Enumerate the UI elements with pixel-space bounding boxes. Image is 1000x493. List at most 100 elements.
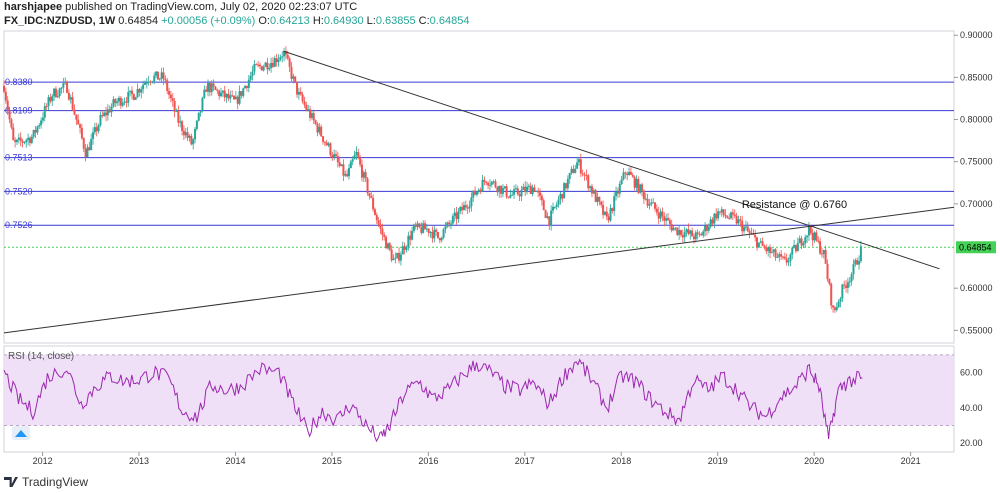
candle-body [665, 218, 668, 221]
candle-body [611, 208, 614, 212]
symbol-line: FX_IDC:NZDUSD, 1W 0.64854 +0.00056 (+0.0… [4, 15, 469, 27]
candle-body [416, 223, 419, 227]
candle-body [735, 215, 738, 224]
candle-body [427, 228, 430, 233]
candle-body [329, 143, 332, 156]
candle-body [69, 97, 72, 100]
candle-body [238, 91, 241, 104]
candle-body [468, 206, 471, 209]
candle-body [590, 186, 593, 194]
candle-body [654, 202, 657, 209]
candle-body [286, 54, 289, 59]
candle-body [464, 205, 467, 208]
candle-body [162, 72, 165, 80]
candle-body [364, 172, 367, 179]
candle-body [715, 213, 718, 219]
candle-body [442, 229, 445, 238]
candle-body [28, 137, 31, 143]
candle-body [585, 175, 588, 177]
candle-body [657, 212, 660, 219]
candle-body [186, 132, 189, 138]
candle-body [624, 172, 627, 174]
candle-body [594, 190, 597, 202]
publisher-name[interactable]: harshjapee [4, 1, 63, 13]
candle-body [344, 173, 347, 176]
candle-body [422, 223, 425, 233]
candle-body [338, 162, 341, 166]
alert-icon[interactable] [12, 426, 30, 440]
candle-body [236, 96, 239, 104]
candle-body [177, 110, 180, 123]
candle-body [322, 136, 325, 142]
candle-body [767, 247, 770, 252]
candle-body [296, 81, 299, 95]
candle-body [284, 51, 287, 55]
candle-body [340, 164, 343, 166]
candle-body [518, 194, 521, 197]
candle-body [260, 66, 263, 71]
candle-body [155, 71, 158, 76]
candle-body [116, 101, 119, 104]
candle-body [613, 196, 616, 212]
candle-body [58, 88, 61, 96]
price-tick-label: 0.55000 [960, 325, 993, 335]
candle-body [724, 214, 727, 217]
time-tick-label: 2012 [33, 456, 53, 466]
candle-body [576, 162, 579, 169]
candle-body [342, 164, 345, 176]
candle-body [303, 101, 306, 105]
candle-body [466, 207, 469, 209]
candle-body [214, 86, 217, 90]
candle-body [793, 245, 796, 248]
candle-body [774, 249, 777, 258]
candle-body [318, 126, 321, 133]
candle-body [761, 241, 764, 246]
candle-body [247, 79, 250, 88]
candle-body [90, 138, 93, 151]
candle-body [197, 112, 200, 121]
candle-body [501, 188, 504, 194]
change-value: +0.00056 (+0.09%) [161, 15, 256, 27]
candle-body [101, 114, 104, 116]
candle-body [600, 201, 603, 205]
candle-body [474, 190, 477, 195]
candle-body [652, 202, 655, 204]
candle-body [95, 127, 98, 132]
candle-body [314, 120, 317, 124]
candle-body [199, 111, 202, 113]
candle-body [739, 219, 742, 221]
tradingview-icon [4, 477, 18, 487]
candle-body [503, 186, 506, 189]
candle-body [678, 230, 681, 235]
candle-body [34, 129, 37, 133]
candle-body [105, 112, 108, 116]
candle-body [440, 237, 443, 241]
candle-body [14, 140, 17, 143]
tradingview-logo[interactable]: TradingView [4, 475, 88, 489]
candle-body [451, 216, 454, 224]
candle-body [641, 184, 644, 191]
price-tick-label: 0.70000 [960, 199, 993, 209]
candle-body [258, 64, 261, 67]
candle-body [826, 263, 829, 280]
candle-body [583, 174, 586, 176]
candle-body [25, 140, 28, 143]
candle-body [813, 232, 816, 241]
candle-body [21, 140, 24, 143]
candle-body [514, 188, 517, 190]
candle-body [125, 101, 128, 103]
candle-body [557, 199, 560, 205]
price-tick-label: 0.85000 [960, 72, 993, 82]
candle-body [756, 237, 759, 248]
time-tick-label: 2015 [322, 456, 342, 466]
candle-body [333, 154, 336, 158]
candle-body [635, 178, 638, 188]
candle-body [492, 181, 495, 183]
candle-body [581, 173, 584, 175]
candle-body [718, 211, 721, 213]
candle-body [229, 95, 232, 99]
candle-body [249, 75, 252, 80]
candle-body [381, 228, 384, 235]
candle-body [626, 173, 629, 176]
candle-body [485, 181, 488, 183]
